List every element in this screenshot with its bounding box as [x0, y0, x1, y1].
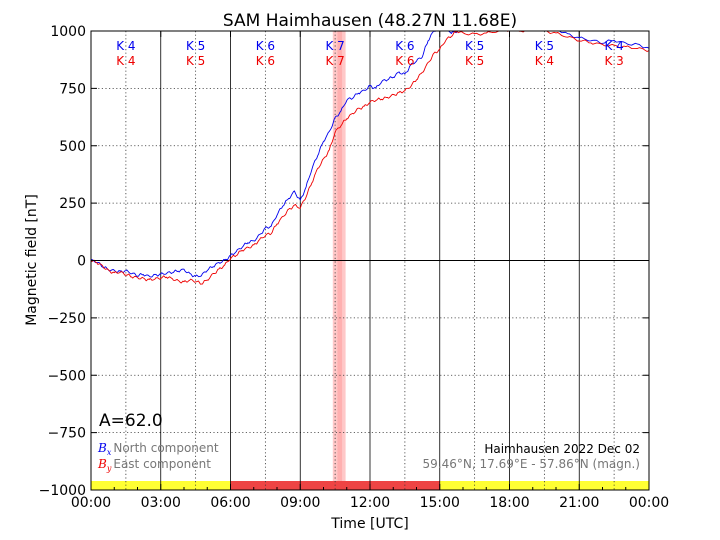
k-index-bx-label: K 7: [325, 39, 344, 53]
k-index-bx-label: K 6: [395, 39, 414, 53]
legend-by-sub: y: [106, 464, 112, 473]
k-index-by-label: K 3: [604, 54, 623, 68]
k-index-by-label: K 5: [465, 54, 484, 68]
series-line-bx: [91, 31, 649, 278]
k-index-by-label: K 4: [535, 54, 554, 68]
k-index-by-label: K 6: [395, 54, 414, 68]
x-tick-label: 21:00: [559, 495, 599, 511]
y-tick-label: 750: [59, 81, 86, 97]
x-tick-label: 03:00: [141, 495, 181, 511]
x-tick-label: 15:00: [420, 495, 460, 511]
k-index-bx-label: K 5: [535, 39, 554, 53]
frame-layer: −1000 −750 −500 −250 0 250 500 750 1000 00:00 03:0…: [39, 24, 670, 511]
k-index-bx-label: K 4: [604, 39, 623, 53]
series-layer: [91, 31, 649, 285]
x-tick-label: 12:00: [350, 495, 390, 511]
k-index-bx-label: K 5: [186, 39, 205, 53]
y-tick-label: −250: [48, 311, 86, 327]
x-tick-label: 00:00: [629, 495, 669, 511]
legend-bx-label: North component: [113, 441, 219, 455]
y-tick-label: 0: [77, 254, 86, 270]
legend-bx-sub: x: [107, 448, 112, 457]
a-index-label: A=62.0: [99, 411, 163, 431]
y-axis-label: Magnetic field [nT]: [24, 194, 40, 326]
x-tick-label: 00:00: [71, 495, 111, 511]
series-line-by: [91, 31, 649, 285]
legend-by: By East component: [97, 457, 211, 473]
legend-bx-symbol: B: [97, 441, 107, 455]
y-tick-label: −500: [48, 368, 86, 384]
x-tick-label: 09:00: [280, 495, 320, 511]
legend-by-label: East component: [113, 457, 211, 471]
k-index-bx-label: K 5: [465, 39, 484, 53]
x-tick-label: 18:00: [489, 495, 529, 511]
y-tick-label: −750: [48, 426, 86, 442]
station-info: Haimhausen 2022 Dec 02: [484, 442, 640, 456]
k-index-by-label: K 5: [186, 54, 205, 68]
y-tick-label: −1000: [39, 483, 86, 499]
y-tick-label: 250: [59, 196, 86, 212]
k-index-bx-label: K 6: [256, 39, 275, 53]
k-index-by-label: K 6: [256, 54, 275, 68]
coords-info: 59.46°N, 17.69°E - 57.86°N (magn.): [423, 457, 640, 471]
x-tick-label: 06:00: [210, 495, 250, 511]
x-axis-label: Time [UTC]: [330, 516, 408, 532]
legend-bx: Bx North component: [97, 441, 219, 457]
k-index-by-label: K 7: [325, 54, 344, 68]
grid-layer: [91, 31, 649, 490]
legend-by-symbol: B: [97, 457, 107, 471]
k-index-by-label: K 4: [116, 54, 135, 68]
y-tick-label: 1000: [50, 24, 86, 40]
y-tick-label: 500: [59, 139, 86, 155]
k-index-bx-label: K 4: [116, 39, 135, 53]
legend: Bx North component By East component: [97, 441, 219, 473]
chart-title: SAM Haimhausen (48.27N 11.68E): [223, 11, 517, 31]
